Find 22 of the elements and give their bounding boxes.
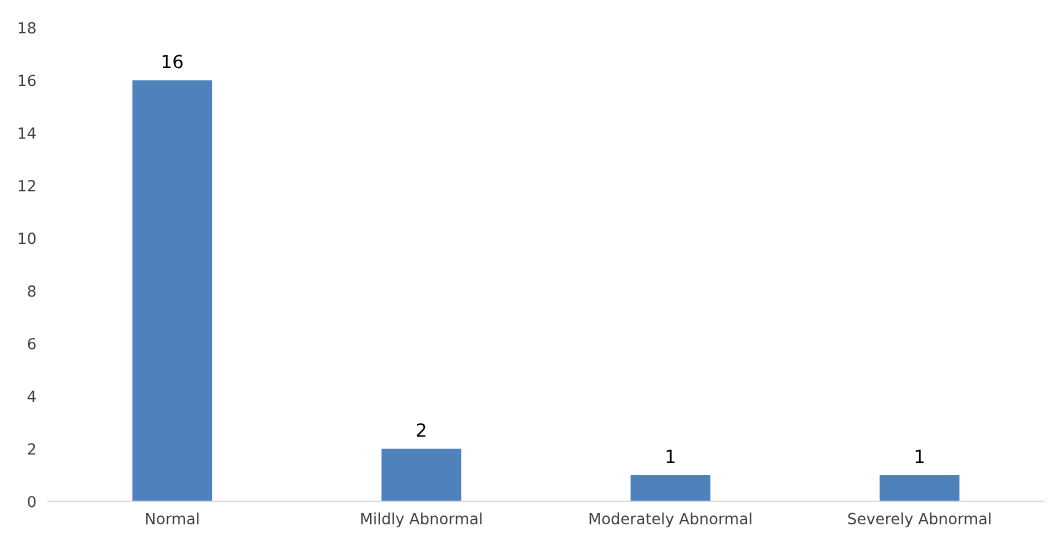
y-tick-label: 14 (18, 127, 36, 139)
bar (381, 448, 462, 502)
y-tick-label: 8 (27, 285, 36, 297)
y-tick-label: 4 (27, 390, 36, 402)
x-tick-label: Severely Abnormal (848, 512, 991, 528)
x-tick-label: Mildly Abnormal (361, 512, 482, 528)
bar (879, 475, 960, 502)
data-label: 1 (915, 449, 924, 463)
y-tick-label: 2 (27, 443, 36, 455)
bar (630, 475, 711, 502)
y-tick-label: 6 (27, 337, 36, 350)
data-label: 1 (666, 449, 675, 463)
x-tick-label: Normal (146, 512, 199, 525)
y-tick-label: 0 (27, 495, 36, 508)
bar (132, 80, 213, 502)
y-tick-label: 16 (18, 74, 36, 87)
data-label: 16 (162, 54, 183, 69)
y-tick-label: 18 (18, 22, 36, 34)
x-tick-label: Moderately Abnormal (589, 512, 752, 528)
y-tick-label: 10 (18, 232, 36, 245)
y-tick-label: 12 (18, 179, 36, 192)
data-label: 2 (416, 423, 426, 437)
